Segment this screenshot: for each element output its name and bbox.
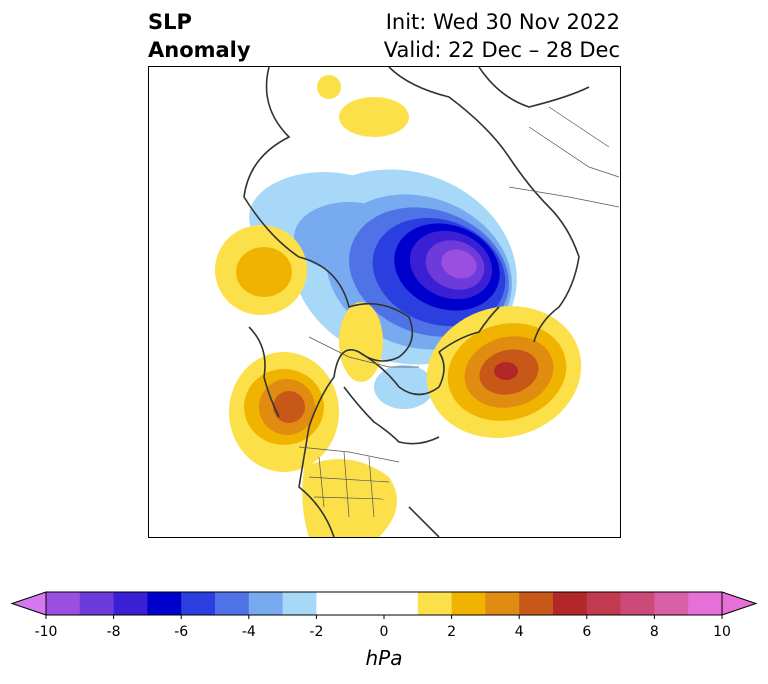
colorbar-tick-label: 0 <box>379 624 389 640</box>
colorbar-segment <box>46 592 81 615</box>
northeast-pacific-high <box>229 352 339 472</box>
north-atlantic-high <box>426 306 582 438</box>
eurasia-high <box>317 75 409 137</box>
colorbar-segment <box>553 592 588 615</box>
colorbar-segment <box>586 592 622 615</box>
colorbar-segment <box>654 592 689 615</box>
title-right: Init: Wed 30 Nov 2022 Valid: 22 Dec – 28… <box>384 8 620 64</box>
colorbar-tick-label: 6 <box>582 624 592 640</box>
colorbar-segment <box>620 592 655 615</box>
title-variable: SLP <box>148 10 192 34</box>
colorbar-tick-label: -6 <box>174 624 189 640</box>
colorbar-tick-label: -4 <box>241 624 256 640</box>
colorbar-segment <box>417 592 453 615</box>
colorbar-segment <box>688 592 723 615</box>
colorbar-unit-label: hPa <box>365 646 403 670</box>
colorbar-tick-label: 4 <box>514 624 524 640</box>
central-high <box>339 302 383 382</box>
colorbar-segment <box>350 592 419 615</box>
colorbar <box>10 591 758 619</box>
coastlines <box>243 67 590 537</box>
colorbar-segment <box>147 592 182 615</box>
colorbar-segment <box>248 592 284 615</box>
colorbar-tick-label: 2 <box>447 624 457 640</box>
bering-high <box>215 225 307 315</box>
borders <box>298 106 620 518</box>
colorbar-segment <box>79 592 115 615</box>
anomaly-map <box>148 66 621 538</box>
hudson-bay-low <box>374 365 434 409</box>
init-date: Init: Wed 30 Nov 2022 <box>385 10 620 34</box>
title-anomaly: Anomaly <box>148 38 251 62</box>
colorbar-segment <box>282 592 317 615</box>
colorbar-extend-low <box>10 591 47 616</box>
valid-range: Valid: 22 Dec – 28 Dec <box>383 38 620 62</box>
colorbar-segment <box>519 592 554 615</box>
colorbar-segment <box>485 592 520 615</box>
colorbar-segment <box>215 592 250 615</box>
colorbar-tick-label: -10 <box>34 624 58 640</box>
colorbar-tick-label: 8 <box>649 624 659 640</box>
colorbar-tick-label: -2 <box>309 624 324 640</box>
title-left: SLP Anomaly <box>148 8 251 64</box>
map-canvas <box>215 67 620 537</box>
colorbar-segment <box>113 592 148 615</box>
colorbar-segment <box>181 592 216 615</box>
colorbar-segment <box>316 592 351 615</box>
colorbar-segment <box>451 592 486 615</box>
colorbar-extend-high <box>721 591 758 616</box>
colorbar-tick-label: -8 <box>106 624 121 640</box>
colorbar-tick-label: 10 <box>713 624 731 640</box>
